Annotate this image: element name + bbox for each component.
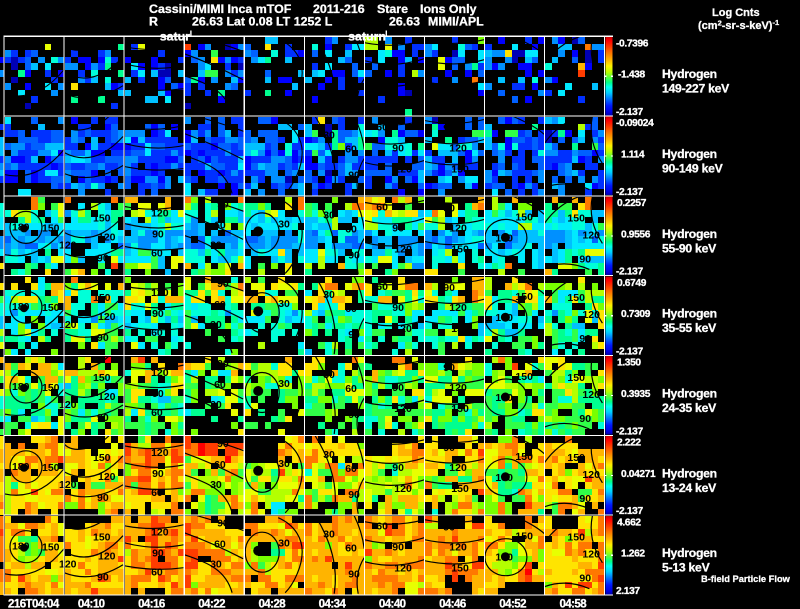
svg-text:04:40: 04:40 [379,599,406,609]
svg-text:04:22: 04:22 [198,599,225,609]
svg-text:26.63 Lat 0.08 LT 1252 L: 26.63 Lat 0.08 LT 1252 L [192,15,333,29]
svg-text:-2.137: -2.137 [616,506,643,517]
svg-text:2011-216: 2011-216 [313,2,365,16]
svg-text:1.262: 1.262 [621,549,645,560]
svg-text:0.2257: 0.2257 [617,198,647,209]
svg-text:04:46: 04:46 [439,599,466,609]
svg-text:-0.09024: -0.09024 [616,118,654,129]
svg-text:Stare: Stare [377,2,408,16]
svg-text:2.222: 2.222 [617,438,641,449]
svg-text:35-55 keV: 35-55 keV [662,321,717,335]
svg-text:2.137: 2.137 [616,586,640,597]
svg-text:-1.438: -1.438 [618,70,645,81]
svg-text:04:28: 04:28 [258,599,286,609]
svg-text:24-35 keV: 24-35 keV [662,401,717,415]
svg-text:-2.137: -2.137 [616,187,643,198]
svg-text:-2.137: -2.137 [616,107,643,118]
svg-text:90-149 keV: 90-149 keV [662,162,724,176]
svg-text:1.114: 1.114 [621,150,645,161]
svg-text:13-24 keV: 13-24 keV [662,481,717,495]
svg-text:04:10: 04:10 [78,599,105,609]
svg-text:MIMI/APL: MIMI/APL [428,15,484,29]
svg-text:Hydrogen: Hydrogen [662,307,717,321]
svg-text:Hydrogen: Hydrogen [662,227,717,241]
svg-text:Hydrogen: Hydrogen [662,147,717,161]
svg-text:Ions Only: Ions Only [420,2,477,16]
svg-text:149-227 keV: 149-227 keV [662,82,730,96]
svg-text:Hydrogen: Hydrogen [662,466,717,480]
svg-text:55-90 keV: 55-90 keV [662,241,717,255]
svg-text:saturn: saturn [348,30,386,44]
svg-text:Hydrogen: Hydrogen [662,387,717,401]
svg-text:0.6749: 0.6749 [617,278,647,289]
svg-text:04:16: 04:16 [138,599,165,609]
svg-text:0.3935: 0.3935 [621,389,651,400]
svg-text:Hydrogen: Hydrogen [662,546,717,560]
svg-text:-2.137: -2.137 [616,267,643,278]
svg-text:04:52: 04:52 [499,599,526,609]
svg-text:1.350: 1.350 [617,358,641,369]
svg-text:B-field Particle Flow: B-field Particle Flow [701,574,791,584]
svg-text:-2.137: -2.137 [616,426,643,437]
svg-text:Log Cnts: Log Cnts [712,7,760,19]
svg-text:5-13 keV: 5-13 keV [662,561,711,575]
svg-text:216T04:04: 216T04:04 [8,599,60,609]
svg-text:04:34: 04:34 [319,599,347,609]
svg-text:0.7309: 0.7309 [621,309,651,320]
svg-text:R: R [149,15,158,29]
svg-text:4.662: 4.662 [617,517,641,528]
svg-text:0.04271: 0.04271 [621,469,656,480]
svg-text:0.9556: 0.9556 [621,229,651,240]
svg-text:Cassini/MIMI Inca mTOF: Cassini/MIMI Inca mTOF [149,2,292,16]
svg-text:Hydrogen: Hydrogen [662,67,717,81]
svg-text:-2.137: -2.137 [616,347,643,358]
svg-text:26.63: 26.63 [389,15,420,29]
svg-text:(cm2-sr-s-keV)-1: (cm2-sr-s-keV)-1 [698,18,779,32]
svg-text:-0.7396: -0.7396 [616,38,649,49]
svg-text:satur: satur [160,30,190,44]
svg-text:04:58: 04:58 [559,599,587,609]
